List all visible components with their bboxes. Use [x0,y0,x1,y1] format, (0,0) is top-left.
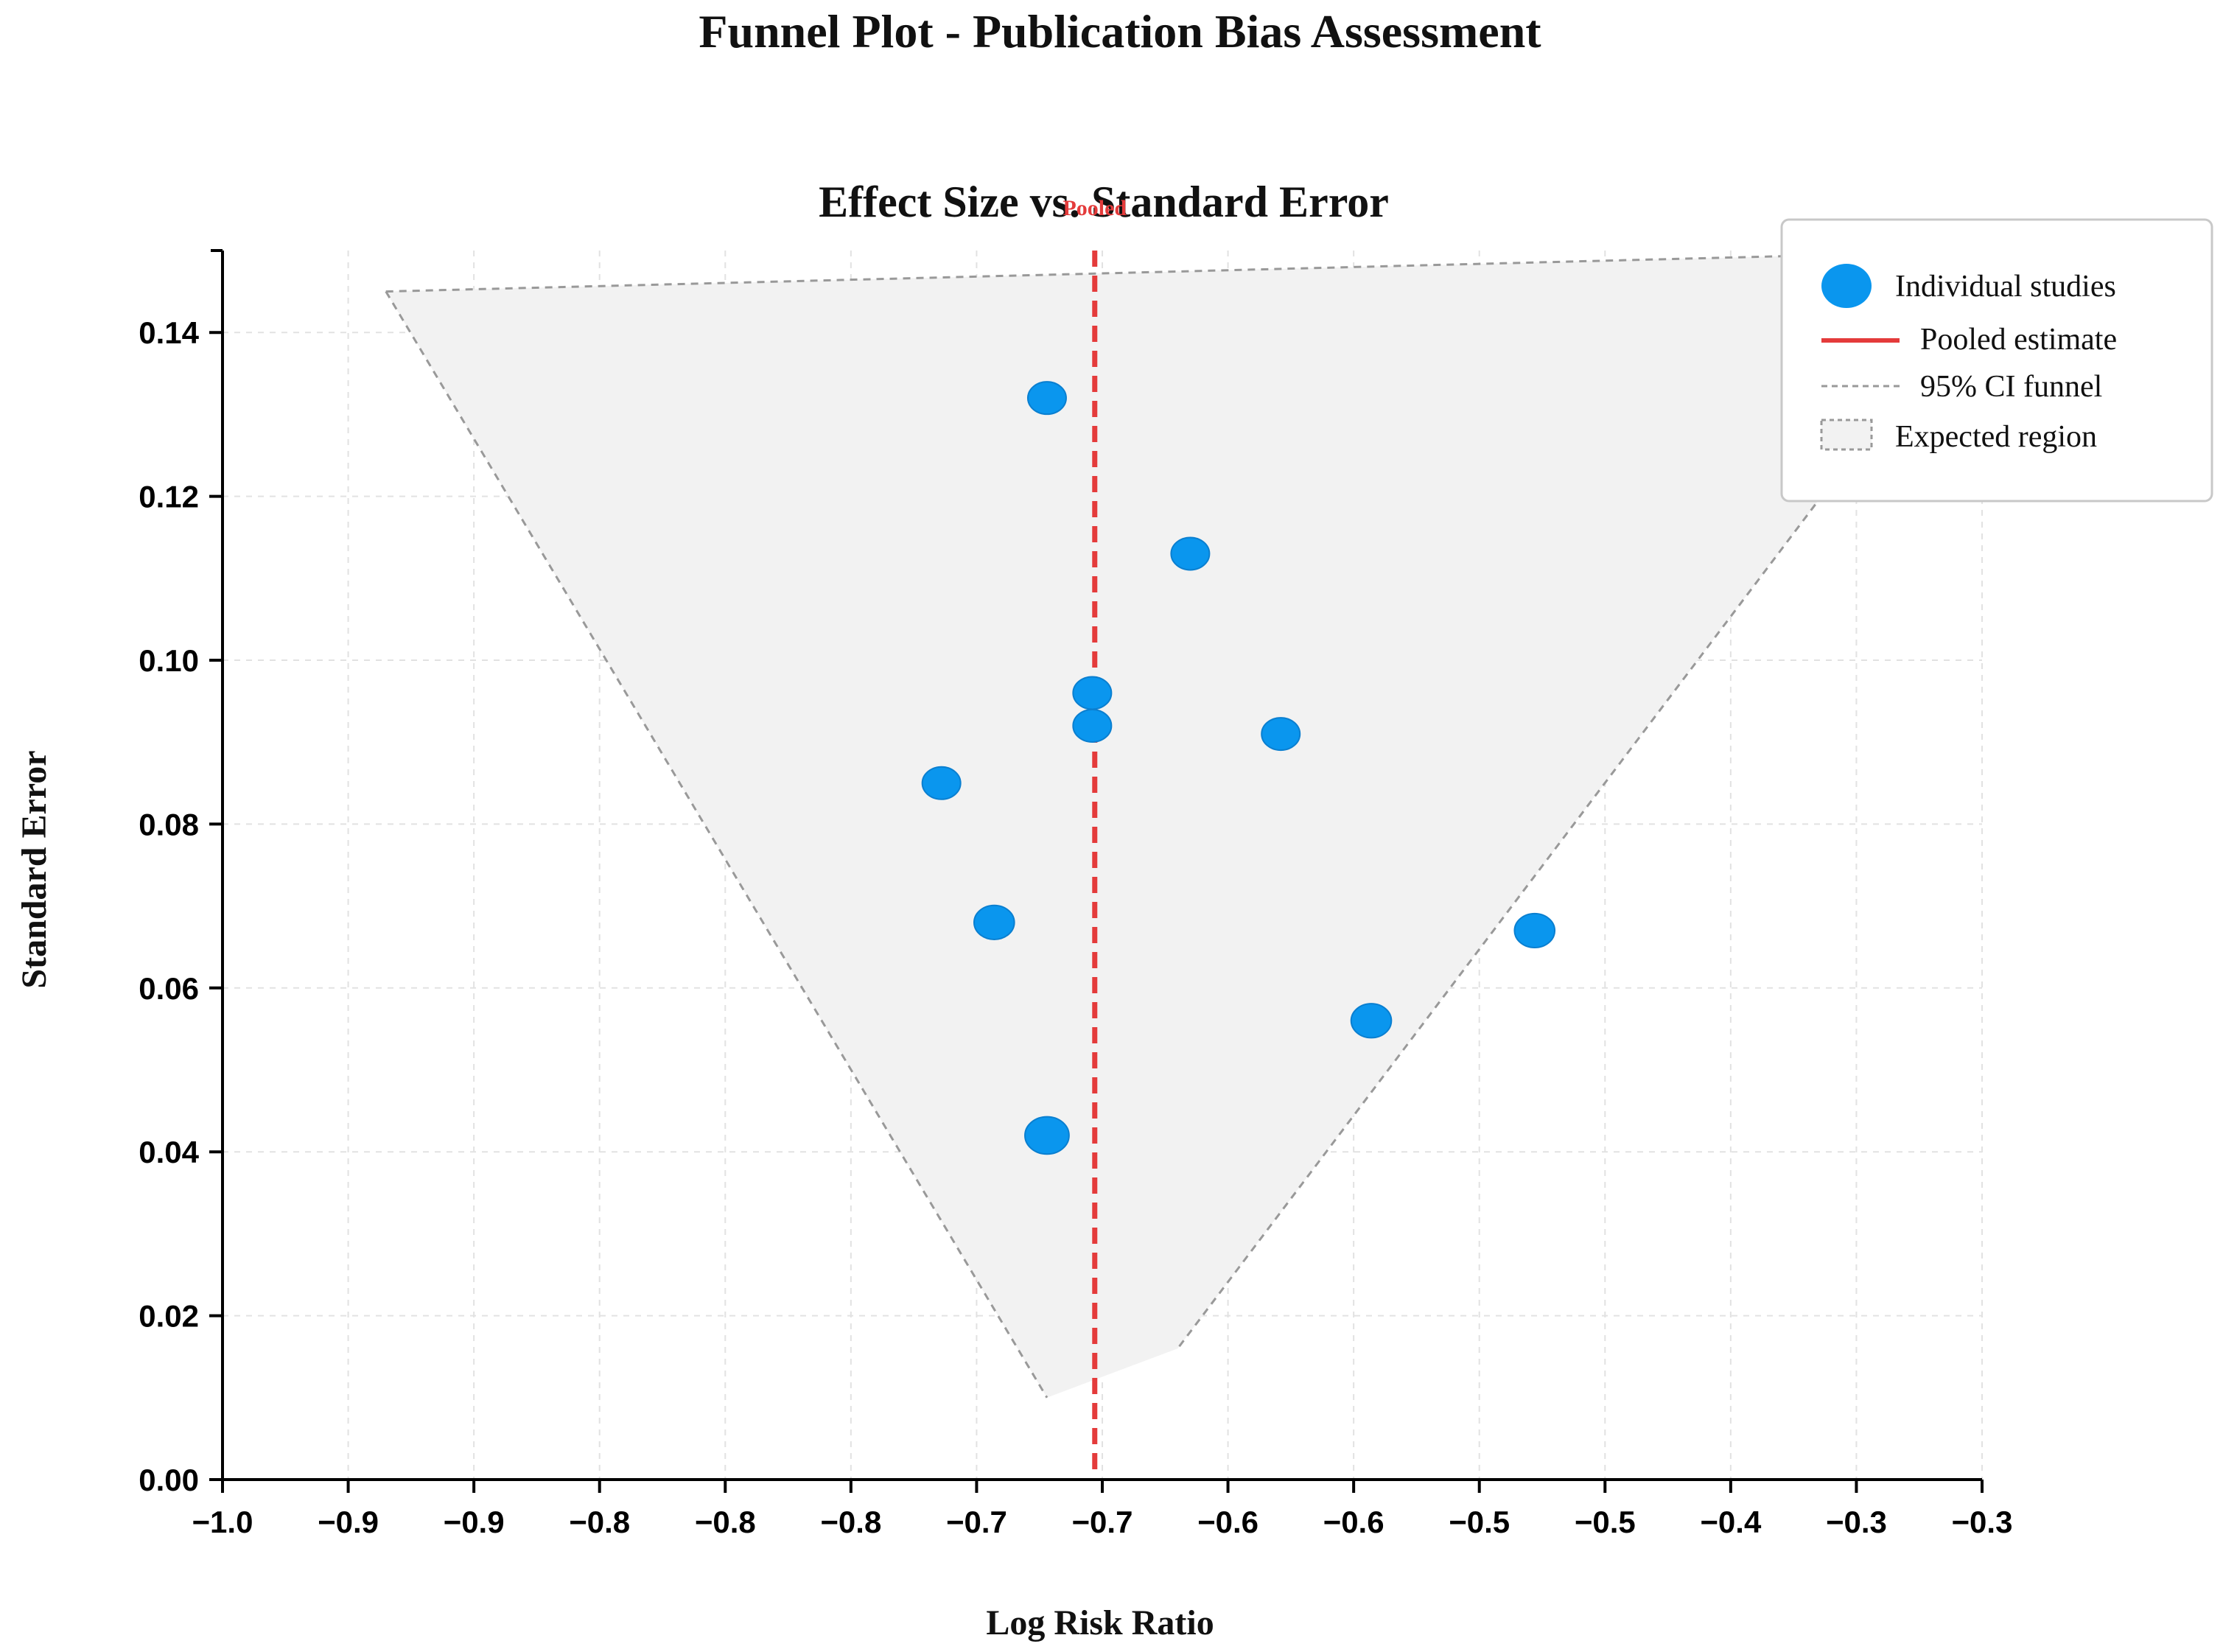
x-tick-label: −0.6 [1197,1505,1258,1539]
legend-label-individual-studies: Individual studies [1895,270,2116,304]
x-tick-label: −0.5 [1449,1505,1510,1539]
study-point [1261,717,1301,752]
legend-label-pooled-estimate: Pooled estimate [1920,323,2117,357]
legend-swatch-expected-region [1820,419,1873,451]
study-point [1170,536,1211,571]
chart-subtitle: Effect Size vs. Standard Error [819,178,1389,226]
x-tick-label: −0.6 [1323,1505,1384,1539]
study-point [1072,676,1113,710]
ci-funnel-left-line [385,290,1049,1399]
y-tick-label: 0.02 [139,1299,199,1334]
study-point [973,904,1015,940]
x-tick-label: −0.9 [444,1505,505,1539]
study-points [921,381,1556,1155]
x-axis-label: Log Risk Ratio [986,1603,1214,1642]
y-tick-label: 0.12 [139,480,199,514]
x-tick-label: −0.8 [820,1505,881,1539]
legend-label-expected-region: Expected region [1895,420,2097,454]
legend-label-ci-funnel: 95% CI funnel [1920,370,2102,404]
y-tick-label: 0.04 [139,1135,199,1169]
chart-title: Funnel Plot - Publication Bias Assessmen… [699,5,1541,57]
x-tick-label: −0.3 [1826,1505,1887,1539]
y-tick-label: 0.06 [139,971,199,1006]
y-tick-label: 0.00 [139,1463,199,1497]
axes: −1.0 −0.9 −0.9 −0.8 −0.8 −0.8 −0.7 −0.7 −0.6 −0.6… [139,249,2013,1539]
legend: Individual studies Pooled estimate 95% C… [1780,218,2213,503]
x-tick-label: −0.8 [695,1505,756,1539]
study-point [1350,1003,1393,1039]
pooled-estimate-label: Pooled [1063,196,1127,220]
expected-region-area [385,251,2008,1398]
study-point [1024,1116,1070,1155]
y-tick-label: 0.14 [139,315,199,350]
study-point [1513,912,1556,949]
y-tick-label: 0.10 [139,643,199,678]
x-tick-label: −0.3 [1952,1505,2013,1539]
x-tick-label: −0.7 [1072,1505,1133,1539]
x-tick-label: −0.9 [318,1505,379,1539]
legend-box [1780,218,2213,503]
x-tick-label: −0.5 [1575,1505,1636,1539]
legend-marker-individual-studies [1821,264,1872,308]
ci-funnel-top-line [385,249,2008,293]
x-tick-label: −0.4 [1700,1505,1762,1539]
x-tick-label: −0.7 [946,1505,1007,1539]
pooled-estimate: Pooled [1063,196,1127,1480]
study-point [1072,708,1113,743]
x-tick-label: −0.8 [569,1505,630,1539]
y-axis-label: Standard Error [15,750,54,988]
x-tick-label: −1.0 [192,1505,253,1539]
study-point [1026,381,1067,416]
y-tick-label: 0.08 [139,807,199,841]
study-point [921,766,962,800]
